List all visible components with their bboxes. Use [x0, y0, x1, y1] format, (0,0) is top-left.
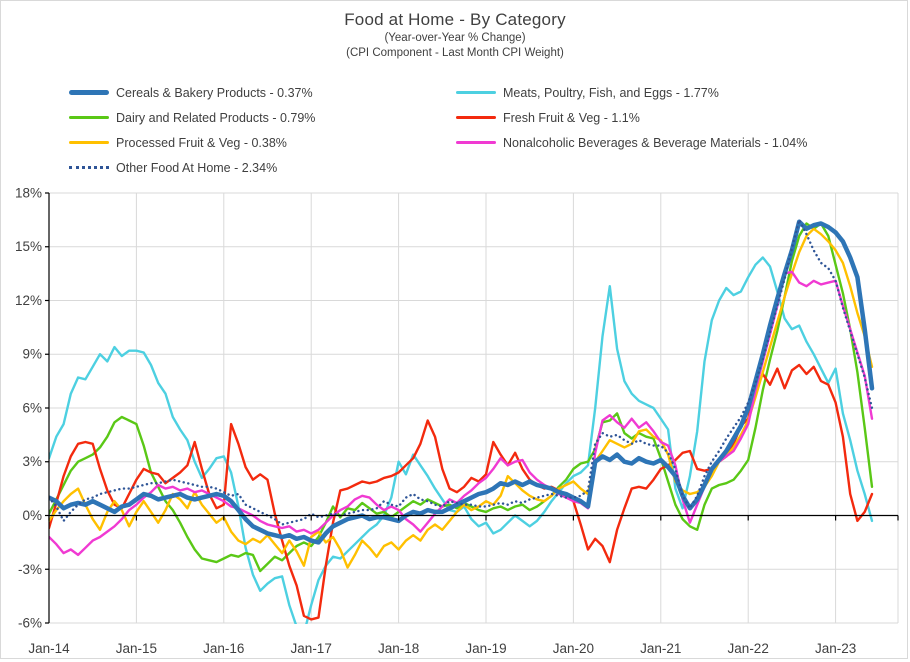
x-tick-label: Jan-19: [465, 641, 506, 656]
x-tick-label: Jan-18: [378, 641, 419, 656]
y-tick-label: -3%: [18, 562, 42, 577]
legend-label-cereals-bakery: Cereals & Bakery Products - 0.37%: [116, 85, 313, 100]
x-tick-label: Jan-14: [28, 641, 70, 656]
x-tick-label: Jan-23: [815, 641, 856, 656]
legend-column-left: Cereals & Bakery Products - 0.37% Dairy a…: [69, 80, 315, 180]
x-tick-label: Jan-21: [640, 641, 681, 656]
y-tick-label: 18%: [15, 185, 42, 200]
y-tick-label: 6%: [22, 400, 42, 415]
legend-label-meats-poultry-fish-eggs: Meats, Poultry, Fish, and Eggs - 1.77%: [503, 85, 719, 100]
chart-title: Food at Home - By Category: [344, 10, 566, 29]
y-tick-label: 0%: [22, 508, 42, 523]
x-tick-label: Jan-16: [203, 641, 244, 656]
legend-column-right: Meats, Poultry, Fish, and Eggs - 1.77% Fr…: [456, 80, 807, 155]
y-tick-label: 9%: [22, 347, 42, 362]
legend-swatch-cereals-bakery: [69, 90, 109, 95]
y-tick-label: 3%: [22, 454, 42, 469]
legend-swatch-nonalcoholic-beverages: [456, 140, 496, 145]
legend-item-cereals-bakery[interactable]: Cereals & Bakery Products - 0.37%: [69, 80, 315, 105]
legend-swatch-dairy-related: [69, 115, 109, 120]
legend-swatch-processed-fruit-veg: [69, 140, 109, 145]
series-line-dairy-related[interactable]: [49, 222, 874, 573]
legend-item-dairy-related[interactable]: Dairy and Related Products - 0.79%: [69, 105, 315, 130]
legend-item-processed-fruit-veg[interactable]: Processed Fruit & Veg - 0.38%: [69, 130, 315, 155]
y-tick-label: -6%: [18, 616, 42, 631]
legend-item-other-food-at-home[interactable]: Other Food At Home - 2.34%: [69, 155, 315, 180]
x-tick-label: Jan-22: [728, 641, 769, 656]
series-line-other-food-at-home[interactable]: [49, 218, 874, 526]
legend-label-processed-fruit-veg: Processed Fruit & Veg - 0.38%: [116, 135, 287, 150]
legend-item-nonalcoholic-beverages[interactable]: Nonalcoholic Beverages & Beverage Materi…: [456, 130, 807, 155]
x-tick-label: Jan-17: [291, 641, 332, 656]
legend-label-dairy-related: Dairy and Related Products - 0.79%: [116, 110, 316, 125]
legend-label-nonalcoholic-beverages: Nonalcoholic Beverages & Beverage Materi…: [503, 135, 808, 150]
legend-swatch-meats-poultry-fish-eggs: [456, 90, 496, 95]
legend-swatch-fresh-fruit-veg: [456, 115, 496, 120]
line-chart-plot: 18% 15% 12% 9% 6% 3% 0% -3% -6% Jan-14 Jan-15 Jan-1…: [15, 185, 899, 656]
series-line-cereals-bakery[interactable]: [49, 219, 875, 545]
series-line-nonalcoholic-beverages[interactable]: [49, 270, 874, 557]
legend-item-fresh-fruit-veg[interactable]: Fresh Fruit & Veg - 1.1%: [456, 105, 807, 130]
legend-label-fresh-fruit-veg: Fresh Fruit & Veg - 1.1%: [503, 110, 640, 125]
legend-label-other-food-at-home: Other Food At Home - 2.34%: [116, 160, 278, 175]
x-tick-label: Jan-20: [553, 641, 594, 656]
legend-swatch-other-food-at-home: [69, 166, 109, 169]
y-tick-label: 12%: [15, 293, 42, 308]
series-line-processed-fruit-veg[interactable]: [49, 227, 874, 569]
legend-item-meats-poultry-fish-eggs[interactable]: Meats, Poultry, Fish, and Eggs - 1.77%: [456, 80, 807, 105]
y-tick-label: 15%: [15, 239, 42, 254]
x-tick-label: Jan-15: [116, 641, 157, 656]
chart-subtitle-yoy: (Year-over-Year % Change): [384, 32, 526, 44]
chart-subtitle-weight: (CPI Component - Last Month CPI Weight): [346, 47, 564, 59]
